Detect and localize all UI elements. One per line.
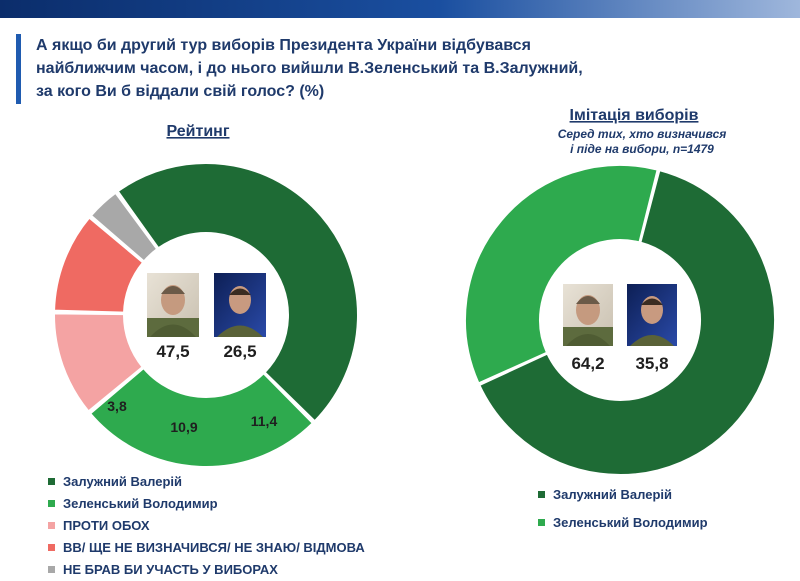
legend-label: Залужний Валерій [63,473,182,489]
legend-item-against-both: ПРОТИ ОБОХ [48,514,365,536]
rating-chart: Рейтинг 11,4 10,9 3,8 47,5 26,5 [53,123,359,468]
legend-label: НЕ БРАВ БИ УЧАСТЬ У ВИБОРАХ [63,561,278,577]
simulation-chart: Імітація виборів Серед тих, хто визначив… [464,107,776,476]
simulation-legend: Залужний Валерій Зеленський Володимир [538,480,708,536]
legend-label: ПРОТИ ОБОХ [63,517,150,533]
legend-swatch [48,521,55,529]
zelenskyi-value: 26,5 [223,342,256,361]
zaluzhnyi-value: 47,5 [156,342,189,361]
legend-label: Залужний Валерій [553,486,672,502]
legend-item-zaluzhnyi-2: Залужний Валерій [538,480,708,508]
legend-item-zelenskyi-2: Зеленський Володимир [538,508,708,536]
page-title: А якщо би другий тур виборів Президента … [36,37,583,100]
simulation-chart-subtitle-line2: і піде на вибори, n=1479 [570,142,714,156]
legend-swatch [48,543,55,551]
zaluzhnyi-portrait-2 [563,284,613,346]
zaluzhnyi-value-2: 64,2 [571,354,604,373]
header-band [0,0,800,18]
legend-item-undecided: ВВ/ ЩЕ НЕ ВИЗНАЧИВСЯ/ НЕ ЗНАЮ/ ВІДМОВА [48,536,365,558]
legend-swatch [538,490,545,498]
legend-swatch [48,565,55,573]
rating-slice-labels: 11,4 10,9 3,8 [107,398,277,435]
title-accent-bar [16,34,21,104]
simulation-slices [464,164,776,476]
rating-chart-title: Рейтинг [166,123,229,140]
slice-value-label: 3,8 [107,398,127,414]
rating-slices [53,162,359,468]
simulation-chart-subtitle-line1: Серед тих, хто визначився [558,127,727,141]
zelenskyi-portrait-2 [627,284,677,346]
zelenskyi-portrait [214,273,266,337]
legend-label: Зеленський Володимир [553,514,708,530]
slice-вв-ще-не-визначився-не-знаю-відмова [53,216,145,314]
legend-label: ВВ/ ЩЕ НЕ ВИЗНАЧИВСЯ/ НЕ ЗНАЮ/ ВІДМОВА [63,539,365,555]
slice-value-label: 11,4 [251,413,278,429]
legend-item-zaluzhnyi: Залужний Валерій [48,470,365,492]
rating-legend: Залужний Валерій Зеленський Володимир ПР… [48,470,365,580]
legend-swatch [48,477,55,485]
legend-swatch [538,518,545,526]
simulation-chart-title: Імітація виборів [570,107,699,124]
legend-swatch [48,499,55,507]
legend-item-not-voting: НЕ БРАВ БИ УЧАСТЬ У ВИБОРАХ [48,558,365,580]
zaluzhnyi-portrait [147,273,199,337]
slice-value-label: 10,9 [170,419,197,435]
donut-hole [540,240,700,400]
legend-item-zelenskyi: Зеленський Володимир [48,492,365,514]
legend-label: Зеленський Володимир [63,495,218,511]
zelenskyi-value-2: 35,8 [635,354,668,373]
